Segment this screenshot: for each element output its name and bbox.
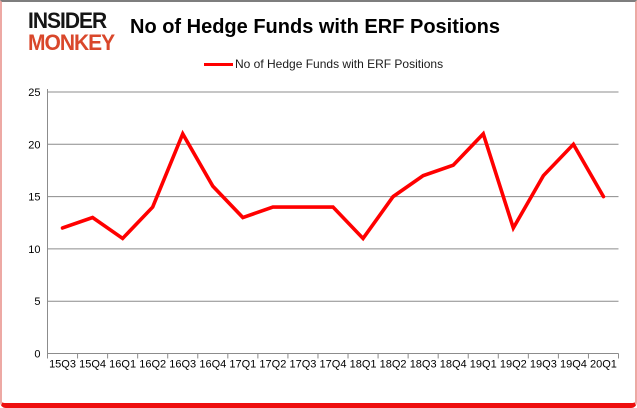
legend-label: No of Hedge Funds with ERF Positions [235,57,444,71]
x-tick-label: 19Q4 [560,359,587,371]
x-tick-label: 18Q4 [440,359,467,371]
y-tick-label: 0 [34,349,40,361]
x-tick-label: 15Q3 [49,359,76,371]
x-tick-label: 16Q4 [199,359,226,371]
x-tick-label: 19Q1 [470,359,497,371]
x-tick-label: 17Q2 [259,359,286,371]
y-tick-label: 20 [28,139,40,151]
x-tick-label: 17Q3 [289,359,316,371]
x-tick-label: 19Q3 [530,359,557,371]
x-tick-label: 18Q1 [350,359,377,371]
series-line [60,129,606,242]
x-tick-label: 17Q4 [320,359,347,371]
y-tick-label: 10 [28,244,40,256]
insider-monkey-logo: INSIDER MONKEY [28,8,115,56]
y-tick-label: 25 [28,87,40,99]
x-tick-label: 16Q3 [169,359,196,371]
x-tick-label: 19Q2 [500,359,527,371]
legend: No of Hedge Funds with ERF Positions [204,57,443,71]
chart-title: No of Hedge Funds with ERF Positions [130,16,500,38]
x-tick-label: 15Q4 [79,359,106,371]
x-tick-label: 16Q2 [139,359,166,371]
x-tick-label: 18Q3 [410,359,437,371]
y-tick-label: 5 [34,296,40,308]
x-tick-label: 20Q1 [590,359,617,371]
logo-text-monkey: MONKEY [28,31,115,56]
x-tick-label: 17Q1 [229,359,256,371]
y-tick-label: 15 [28,192,40,204]
logo-text-insider: INSIDER [28,8,107,34]
x-tick-label: 18Q2 [380,359,407,371]
x-tick-label: 16Q1 [109,359,136,371]
legend-line-swatch [204,62,233,66]
